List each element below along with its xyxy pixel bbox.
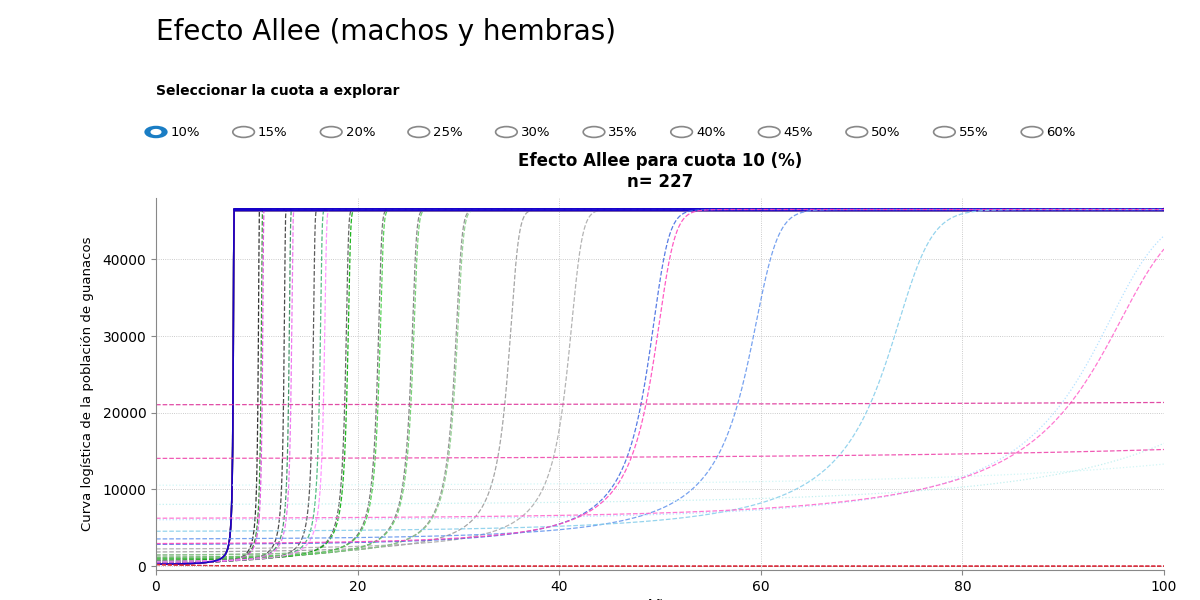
Text: 50%: 50% [871, 125, 901, 139]
Title: Efecto Allee para cuota 10 (%)
n= 227: Efecto Allee para cuota 10 (%) n= 227 [518, 152, 802, 191]
Text: 15%: 15% [258, 125, 288, 139]
Text: 55%: 55% [959, 125, 989, 139]
Text: Efecto Allee (machos y hembras): Efecto Allee (machos y hembras) [156, 18, 616, 46]
Y-axis label: Curva logística de la población de guanacos: Curva logística de la población de guana… [82, 237, 94, 531]
Text: 10%: 10% [170, 125, 200, 139]
Text: 30%: 30% [521, 125, 551, 139]
Text: 45%: 45% [784, 125, 814, 139]
Text: 20%: 20% [346, 125, 376, 139]
X-axis label: Año: Año [646, 599, 674, 600]
Text: 40%: 40% [696, 125, 725, 139]
Text: 35%: 35% [608, 125, 638, 139]
Text: 25%: 25% [433, 125, 463, 139]
Text: Seleccionar la cuota a explorar: Seleccionar la cuota a explorar [156, 84, 400, 98]
Text: 60%: 60% [1046, 125, 1075, 139]
